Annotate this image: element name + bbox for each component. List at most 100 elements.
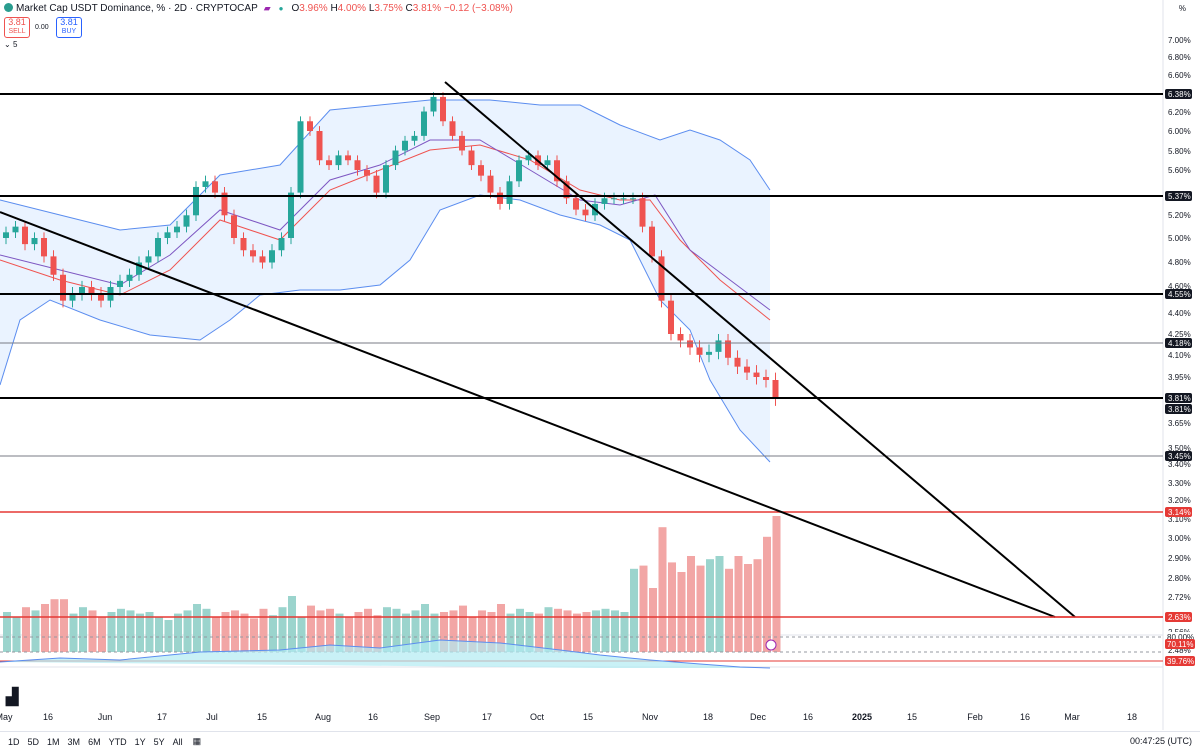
axis-unit-label[interactable]: %: [1178, 4, 1186, 13]
volume-bar: [193, 604, 201, 652]
level-tag-bg: [1165, 338, 1192, 348]
volume-bar: [240, 613, 249, 652]
volume-bar: [402, 613, 410, 652]
candle-body: [639, 198, 646, 227]
candle-body: [478, 165, 484, 176]
volume-bar: [202, 608, 211, 652]
volume-bar: [611, 610, 619, 652]
sell-button[interactable]: 3.81 SELL: [4, 17, 30, 38]
range-all[interactable]: All: [172, 736, 183, 747]
volume-bar: [535, 613, 543, 652]
utc-clock[interactable]: 00:47:25 (UTC): [1129, 736, 1192, 746]
flag-icon[interactable]: ▰: [263, 2, 271, 13]
price-tick-label: 6.80%: [1168, 53, 1191, 62]
volume-bar: [639, 565, 648, 652]
volume-bar: [231, 610, 239, 652]
range-ytd[interactable]: YTD: [108, 736, 127, 747]
candle-body: [383, 165, 389, 193]
bottom-toolbar: 1D 5D 1M 3M 6M YTD 1Y 5Y All ▦ 00:47:25 …: [0, 731, 1200, 751]
volume-bar: [582, 612, 591, 652]
range-5d[interactable]: 5D: [27, 736, 40, 747]
candle-body: [41, 238, 47, 257]
candle-body: [202, 181, 209, 187]
time-tick-label: 16: [43, 712, 53, 722]
candle-body: [734, 357, 741, 367]
price-tick-label: 6.20%: [1168, 108, 1191, 117]
candle-body: [392, 150, 399, 166]
volume-bar: [421, 604, 429, 652]
candle-body: [506, 181, 513, 204]
candle-body: [516, 160, 522, 182]
chart-header: Market Cap USDT Dominance, % · 2D · CRYP…: [0, 0, 513, 16]
candle-body: [335, 155, 342, 166]
volume-bar: [107, 612, 116, 652]
candle-body: [145, 256, 152, 263]
range-1d[interactable]: 1D: [8, 736, 20, 747]
buy-button[interactable]: 3.81 BUY: [56, 17, 82, 38]
time-tick-label: Dec: [750, 712, 767, 722]
range-1y[interactable]: 1Y: [134, 736, 146, 747]
range-1m[interactable]: 1M: [47, 736, 60, 747]
level-tag-bg: [1165, 89, 1192, 99]
candle-body: [278, 238, 285, 251]
candle-body: [649, 226, 655, 257]
candle-body: [212, 181, 218, 193]
time-tick-label: 17: [482, 712, 492, 722]
candle-body: [525, 155, 532, 161]
trendline-lower: [0, 211, 1056, 618]
range-3m[interactable]: 3M: [67, 736, 81, 747]
level-tag-label: 4.18%: [1168, 339, 1191, 348]
volume-bar: [411, 610, 420, 652]
volume-bar: [221, 612, 230, 652]
volume-bar: [772, 516, 781, 652]
candle-body: [193, 186, 199, 216]
candle-body: [231, 215, 237, 238]
price-tick-label: 4.60%: [1168, 282, 1191, 291]
volume-bar: [12, 616, 21, 652]
trendline-upper: [444, 81, 1076, 618]
level-tag-label: 4.55%: [1168, 290, 1191, 299]
volume-bar: [668, 562, 676, 652]
symbol-title[interactable]: Market Cap USDT Dominance, % · 2D · CRYP…: [16, 2, 258, 14]
volume-bar: [364, 608, 372, 652]
indicator-count[interactable]: ⌄ 5: [4, 40, 18, 49]
time-tick-label: Jun: [98, 712, 113, 722]
candle-body: [658, 256, 665, 301]
volume-bar: [3, 612, 11, 652]
candle-body: [468, 150, 475, 166]
volume-bar: [658, 527, 667, 652]
calendar-icon[interactable]: ▦: [192, 736, 202, 746]
candle-body: [288, 192, 294, 238]
candle-body: [715, 340, 722, 352]
candle-body: [98, 294, 104, 301]
rsi-tag-label: 39.76%: [1167, 657, 1194, 666]
candle-body: [459, 135, 465, 151]
candle-body: [50, 256, 57, 275]
range-5y[interactable]: 5Y: [153, 736, 165, 747]
range-6m[interactable]: 6M: [88, 736, 101, 747]
volume-bar: [725, 568, 733, 652]
time-tick-label: Feb: [967, 712, 983, 722]
last-price-tag-bg: [1165, 404, 1192, 414]
volume-bar: [649, 588, 657, 652]
volume-bar: [468, 616, 477, 652]
candle-body: [763, 377, 769, 380]
volume-bar: [354, 612, 363, 652]
volume-bar: [383, 607, 391, 652]
candle-body: [544, 160, 551, 166]
candle-body: [221, 192, 228, 216]
candle-body: [31, 238, 38, 245]
volume-bar: [212, 616, 220, 652]
candle-body: [240, 238, 247, 251]
volume-bar: [563, 610, 572, 652]
volume-bar: [297, 616, 306, 652]
time-tick-label: 15: [257, 712, 267, 722]
volume-bar: [706, 559, 714, 652]
volume-bar: [478, 610, 486, 652]
time-tick-label: 18: [1127, 712, 1137, 722]
volume-bar: [373, 615, 382, 652]
lightning-icon[interactable]: [765, 639, 777, 651]
volume-bar: [69, 613, 78, 652]
